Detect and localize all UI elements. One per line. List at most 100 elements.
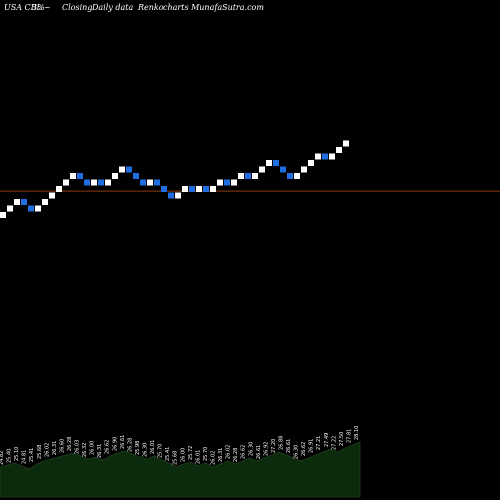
volume-label: 26.62 bbox=[105, 440, 111, 454]
volume-label: 27.21 bbox=[316, 436, 322, 450]
renko-brick bbox=[0, 212, 6, 218]
renko-brick bbox=[168, 192, 174, 199]
renko-brick bbox=[112, 173, 118, 179]
renko-brick bbox=[133, 173, 139, 179]
renko-brick bbox=[210, 186, 216, 192]
renko-brick bbox=[231, 179, 237, 186]
renko-brick bbox=[84, 179, 90, 186]
renko-brick bbox=[140, 179, 146, 186]
renko-brick bbox=[315, 153, 321, 160]
volume-label: 27.22 bbox=[331, 436, 337, 450]
renko-brick bbox=[105, 179, 111, 186]
renko-brick bbox=[126, 166, 132, 173]
renko-brick bbox=[189, 186, 195, 192]
renko-brick bbox=[56, 186, 62, 192]
renko-bricks bbox=[0, 140, 349, 218]
renko-brick bbox=[63, 179, 69, 186]
renko-brick bbox=[259, 166, 265, 173]
renko-brick bbox=[196, 186, 202, 192]
volume-label: 25.41 bbox=[29, 448, 35, 462]
renko-brick bbox=[322, 153, 328, 160]
volume-label: 26.00 bbox=[90, 441, 96, 455]
header-ticker: USA CBL bbox=[4, 3, 42, 12]
volume-label: 26.61 bbox=[286, 439, 292, 453]
renko-brick bbox=[182, 186, 188, 192]
renko-brick bbox=[217, 179, 223, 186]
volume-label: 25.10 bbox=[14, 447, 20, 461]
volume-label: 25.98 bbox=[135, 441, 141, 455]
volume-label: 26.01 bbox=[150, 440, 156, 454]
volume-label: 24.81 bbox=[22, 450, 28, 464]
volume-label: 26.32 bbox=[82, 443, 88, 457]
volume-label: 26.62 bbox=[241, 445, 247, 459]
volume-label: 26.02 bbox=[44, 443, 50, 457]
renko-brick bbox=[308, 160, 314, 166]
volume-label: 27.49 bbox=[324, 433, 330, 447]
volume-label: 26.30 bbox=[143, 443, 149, 457]
volume-label: 26.31 bbox=[218, 448, 224, 462]
volume-label: 26.28 bbox=[233, 448, 239, 462]
renko-brick bbox=[7, 205, 13, 212]
volume-label: 26.88 bbox=[279, 436, 285, 450]
header-kind: Closing bbox=[62, 3, 92, 12]
volume-label: 27.50 bbox=[339, 432, 345, 446]
renko-brick bbox=[245, 173, 251, 179]
header-type: Renko bbox=[137, 3, 164, 12]
renko-brick bbox=[21, 199, 27, 205]
volume-label: 25.70 bbox=[158, 444, 164, 458]
volume-label: 25.70 bbox=[203, 447, 209, 461]
volume-label: 26.91 bbox=[309, 439, 315, 453]
volume-label: 26.00 bbox=[180, 448, 186, 462]
volume-label: 27.81 bbox=[346, 429, 352, 443]
renko-brick bbox=[287, 173, 293, 179]
renko-brick bbox=[329, 153, 335, 160]
volume-label: 26.30 bbox=[294, 445, 300, 459]
volume-label: 27.20 bbox=[271, 439, 277, 453]
renko-brick bbox=[28, 205, 34, 212]
volume-label: 26.92 bbox=[263, 442, 269, 456]
header-data: Daily data bbox=[91, 3, 133, 12]
renko-brick bbox=[336, 147, 342, 153]
volume-area: 24.82 25.40 25.10 24.81 25.41 25.68 26.02 26.31… bbox=[0, 426, 361, 498]
renko-brick bbox=[70, 173, 76, 179]
volume-label: 26.28 bbox=[67, 437, 73, 451]
renko-brick bbox=[147, 179, 153, 186]
renko-brick bbox=[203, 186, 209, 192]
renko-brick bbox=[224, 179, 230, 186]
renko-brick bbox=[91, 179, 97, 186]
volume-label: 26.02 bbox=[226, 445, 232, 459]
header-site: charts MunafaSutra.com bbox=[163, 3, 264, 12]
volume-label: 26.61 bbox=[120, 435, 126, 449]
volume-label: 25.68 bbox=[37, 445, 43, 459]
volume-label: 26.28 bbox=[127, 438, 133, 452]
volume-label: 26.01 bbox=[195, 450, 201, 464]
volume-label: 26.31 bbox=[97, 444, 103, 458]
renko-brick bbox=[238, 173, 244, 179]
renko-brick bbox=[161, 186, 167, 192]
renko-brick bbox=[49, 192, 55, 199]
renko-brick bbox=[77, 173, 83, 179]
volume-label: 26.31 bbox=[52, 441, 58, 455]
volume-label: 26.90 bbox=[112, 437, 118, 451]
renko-brick bbox=[35, 205, 41, 212]
volume-label: 25.68 bbox=[173, 451, 179, 465]
renko-brick bbox=[42, 199, 48, 205]
header-arrow: ~ bbox=[44, 3, 51, 12]
renko-brick bbox=[154, 179, 160, 186]
renko-brick bbox=[301, 166, 307, 173]
header-change: 3% bbox=[32, 3, 45, 12]
renko-brick bbox=[98, 179, 104, 186]
volume-fill bbox=[0, 441, 361, 498]
renko-brick bbox=[280, 166, 286, 173]
volume-label: 25.41 bbox=[165, 447, 171, 461]
renko-brick bbox=[266, 160, 272, 166]
volume-label: 25.72 bbox=[188, 446, 194, 460]
volume-label: 26.30 bbox=[248, 442, 254, 456]
renko-brick bbox=[175, 192, 181, 199]
volume-label: 25.40 bbox=[7, 449, 13, 463]
volume-label: 26.02 bbox=[211, 451, 217, 465]
volume-label: 26.03 bbox=[75, 440, 81, 454]
volume-label: 26.61 bbox=[256, 445, 262, 459]
